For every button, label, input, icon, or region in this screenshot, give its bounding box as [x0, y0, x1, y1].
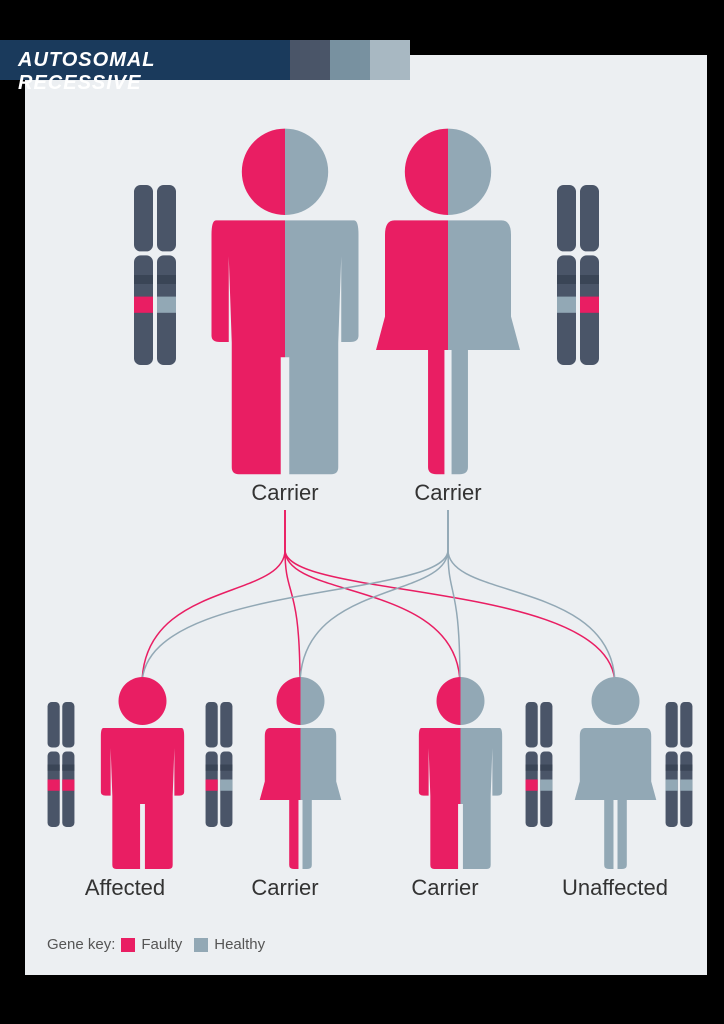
legend-faulty-label: Faulty: [141, 936, 182, 953]
diagram-panel: Carrier Carrier Affected Carrier Carrier…: [25, 55, 707, 975]
parent2-label: Carrier: [373, 480, 523, 506]
title-block-1: [290, 40, 330, 80]
title-text: AUTOSOMAL RECESSIVE: [0, 40, 290, 80]
parent1-label: Carrier: [210, 480, 360, 506]
legend-prefix: Gene key:: [47, 936, 115, 953]
parent1-figure: [210, 125, 360, 490]
title-block-3: [370, 40, 410, 80]
legend-healthy-label: Healthy: [214, 936, 265, 953]
title-block-2: [330, 40, 370, 80]
child3-label: Carrier: [380, 875, 510, 901]
child1-figure: [100, 675, 185, 880]
child1-chromosomes: [45, 702, 77, 832]
child3-chromosomes: [523, 702, 555, 832]
title-bar: AUTOSOMAL RECESSIVE: [0, 40, 415, 80]
parent2-chromosomes: [553, 185, 603, 370]
gene-key-legend: Gene key: Faulty Healthy: [47, 936, 265, 953]
child3-figure: [418, 675, 503, 880]
parent2-figure: [373, 125, 523, 490]
parent1-chromosomes: [130, 185, 180, 370]
child4-label: Unaffected: [545, 875, 685, 901]
inheritance-lines: [25, 510, 707, 695]
child4-figure: [573, 675, 658, 880]
child2-label: Carrier: [220, 875, 350, 901]
child2-figure: [258, 675, 343, 880]
legend-swatch-faulty: [121, 938, 135, 952]
legend-swatch-healthy: [194, 938, 208, 952]
child4-chromosomes: [663, 702, 695, 832]
child1-label: Affected: [60, 875, 190, 901]
child2-chromosomes: [203, 702, 235, 832]
